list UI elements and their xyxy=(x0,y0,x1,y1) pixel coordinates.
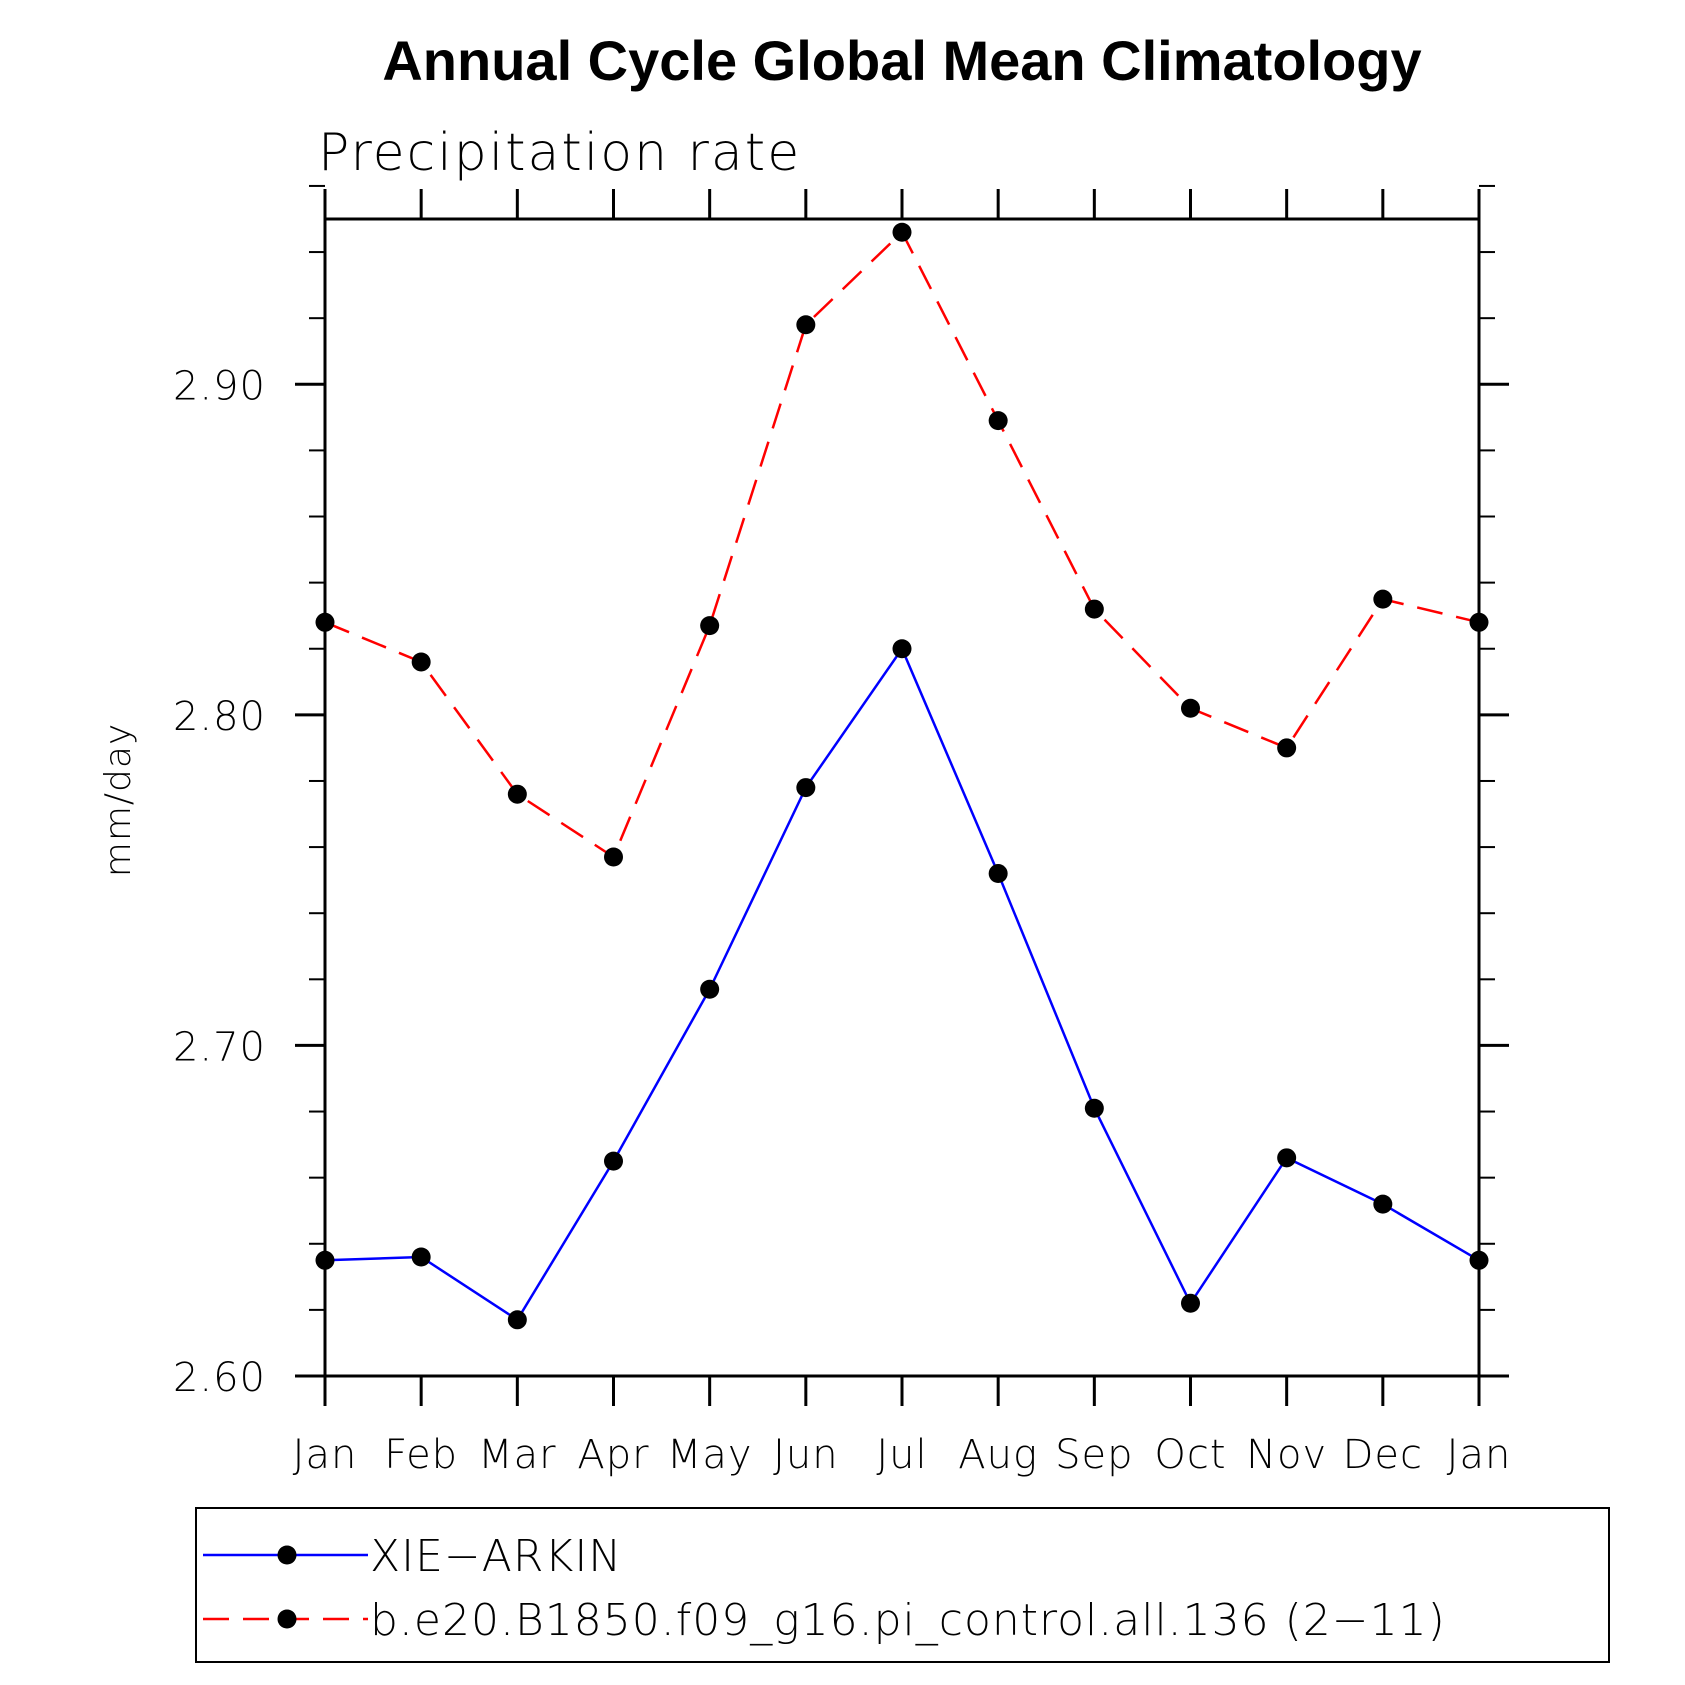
data-point xyxy=(1084,1098,1104,1118)
data-point xyxy=(411,1247,431,1267)
y-axis-ticks xyxy=(295,184,1509,1378)
series-1 xyxy=(315,639,1489,1330)
y-tick-label: 2.70 xyxy=(173,1024,266,1070)
legend-marker xyxy=(277,1545,297,1565)
data-point xyxy=(988,411,1008,431)
data-point xyxy=(988,864,1008,884)
y-axis-tick-labels: 2.60 2.70 2.80 2.90 xyxy=(173,363,266,1401)
data-point xyxy=(1373,1194,1393,1214)
series-line xyxy=(324,646,1480,1322)
x-tick-label: Aug xyxy=(958,1432,1038,1478)
data-point xyxy=(1373,589,1393,609)
y-tick-label: 2.80 xyxy=(173,694,266,740)
series-2 xyxy=(315,222,1489,867)
chart-subtitle: Precipitation rate xyxy=(318,123,801,183)
legend-marker xyxy=(277,1609,297,1629)
data-point xyxy=(1181,1293,1200,1313)
x-tick-label: Jul xyxy=(876,1432,927,1478)
data-point xyxy=(507,784,527,804)
data-point xyxy=(700,979,720,999)
x-tick-label: Apr xyxy=(577,1432,649,1478)
x-tick-label: May xyxy=(667,1432,753,1478)
series-group xyxy=(315,222,1489,1330)
data-point xyxy=(604,1151,623,1171)
x-tick-label: Jan xyxy=(1447,1432,1512,1478)
series-line xyxy=(324,230,1480,859)
chart-title: Annual Cycle Global Mean Climatology xyxy=(382,29,1421,92)
legend-item-2: b.e20.B1850.f09_g16.pi_control.all.136 (… xyxy=(203,1595,1446,1646)
plot-frame xyxy=(323,217,1481,1378)
data-point xyxy=(1277,738,1297,758)
data-point xyxy=(892,639,912,659)
data-point xyxy=(1084,599,1104,619)
legend-label: b.e20.B1850.f09_g16.pi_control.all.136 (… xyxy=(370,1595,1446,1646)
y-axis-label: mm/day xyxy=(98,723,139,877)
data-point xyxy=(892,222,912,242)
data-point xyxy=(1277,1148,1297,1168)
y-tick-label: 2.60 xyxy=(173,1355,266,1401)
data-point xyxy=(700,616,720,636)
data-point xyxy=(507,1310,527,1330)
x-tick-label: Mar xyxy=(478,1432,556,1478)
data-point xyxy=(604,847,623,867)
x-tick-label: Feb xyxy=(384,1432,458,1478)
x-tick-label: Nov xyxy=(1246,1432,1327,1478)
legend: XIE−ARKIN b.e20.B1850.f09_g16.pi_control.… xyxy=(195,1507,1610,1663)
x-axis-ticks xyxy=(323,189,1481,1406)
legend-box xyxy=(195,1507,1610,1663)
data-point xyxy=(796,315,816,335)
x-tick-label: Dec xyxy=(1343,1432,1423,1478)
legend-label: XIE−ARKIN xyxy=(370,1531,622,1582)
x-tick-label: Oct xyxy=(1154,1432,1226,1478)
x-tick-label: Sep xyxy=(1055,1432,1133,1478)
y-tick-label: 2.90 xyxy=(173,363,266,409)
legend-items: XIE−ARKIN b.e20.B1850.f09_g16.pi_control.… xyxy=(203,1531,1446,1646)
data-point xyxy=(796,778,816,798)
x-tick-label: Jan xyxy=(293,1432,358,1478)
x-tick-label: Jun xyxy=(773,1432,839,1478)
data-point xyxy=(1181,698,1200,718)
x-axis-tick-labels: Jan Feb Mar Apr May Jun Jul Aug Sep Oct Nov Dec Jan xyxy=(293,1432,1512,1478)
data-point xyxy=(411,652,431,672)
legend-item-1: XIE−ARKIN xyxy=(203,1531,622,1582)
